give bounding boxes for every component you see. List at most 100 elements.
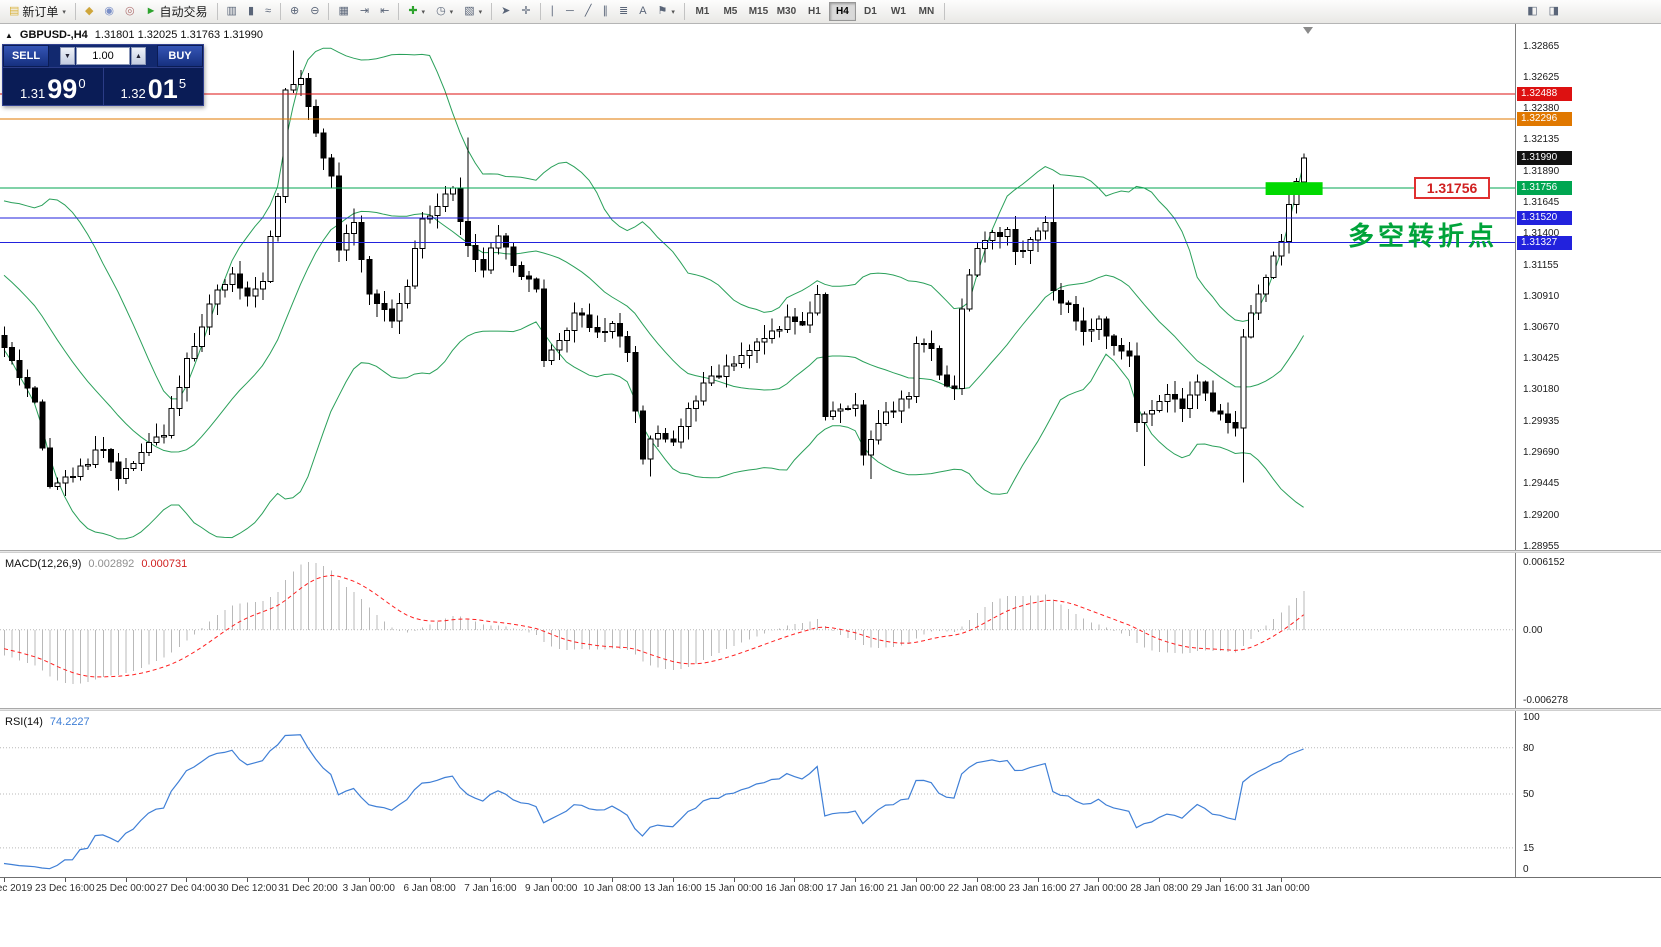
- volume-decrease-button[interactable]: ▼: [60, 47, 75, 65]
- bear-candle: [107, 448, 114, 463]
- chart-list-icon[interactable]: ◧: [1522, 2, 1542, 22]
- auto-scroll-icon-glyph: ⇥: [359, 5, 370, 17]
- zoom-out-icon[interactable]: ⊖: [305, 2, 324, 22]
- vertical-line-icon[interactable]: ∣: [545, 2, 561, 22]
- toolbar: ▤ 新订单 ▾ ◆ ◉ ◎ ► 自动交易 ▥ ▮ ≈ ⊕ ⊖ ▦ ⇥ ⇤ ✚ ▾ ◷ ▾ ▧ ▾ ➤ ✛ ∣ ─ ╱ ∥ ≣ A ⚑ ▾ M1 M…: [0, 0, 1661, 24]
- market-watch-icon-glyph: ◉: [104, 5, 115, 17]
- help-icon[interactable]: ◨: [1544, 2, 1564, 22]
- bear-candle: [1202, 381, 1209, 394]
- volume-input[interactable]: [76, 47, 130, 65]
- bull-candle: [867, 439, 874, 456]
- horizontal-level-lines[interactable]: [0, 93, 1515, 244]
- rsi-canvas[interactable]: [0, 711, 1515, 877]
- new-order-glyph: ▤: [9, 5, 20, 17]
- volume-increase-button[interactable]: ▲: [131, 47, 146, 65]
- sell-button[interactable]: SELL: [3, 45, 49, 67]
- trade-panel-collapse-icon[interactable]: ▲: [5, 30, 13, 40]
- crosshair-icon[interactable]: ✛: [516, 2, 535, 22]
- scale-tick: 1.30425: [1523, 353, 1560, 365]
- bear-candle: [313, 106, 320, 134]
- data-window-icon[interactable]: ◎: [120, 2, 140, 22]
- time-label: 29 Jan 16:00: [1191, 883, 1249, 894]
- bollinger-bands: [3, 47, 1305, 540]
- timeframe-m5[interactable]: M5: [717, 2, 744, 21]
- scale-tick: 1.30910: [1523, 291, 1560, 302]
- chart-shift-marker[interactable]: [1303, 27, 1313, 34]
- line-chart-icon[interactable]: ≈: [260, 2, 276, 22]
- bull-candle: [343, 233, 350, 251]
- profiles-icon-glyph: ◆: [84, 5, 94, 17]
- bull-candle: [442, 193, 449, 208]
- macd-scale[interactable]: 0.006152 0.00 -0.006278: [1515, 553, 1661, 708]
- status-strip: [0, 897, 1661, 947]
- bull-candle: [852, 404, 859, 410]
- bull-candle: [487, 247, 494, 271]
- timeframe-h1[interactable]: H1: [801, 2, 828, 21]
- horizontal-line-icon[interactable]: ─: [561, 2, 579, 22]
- panel-separator[interactable]: [0, 708, 1661, 711]
- time-tick: [794, 878, 796, 882]
- candle-chart-icon[interactable]: ▮: [243, 2, 259, 22]
- highlight-rectangle[interactable]: [1265, 182, 1323, 195]
- timeframe-d1[interactable]: D1: [857, 2, 884, 21]
- price-callout-label[interactable]: 1.31756: [1414, 177, 1490, 199]
- scale-tick: 1.31155: [1523, 259, 1559, 271]
- bull-candle: [495, 235, 502, 249]
- bull-candle: [206, 303, 213, 328]
- bull-candle: [974, 248, 981, 276]
- indicators-icon-glyph: ✚: [408, 5, 418, 17]
- timeframe-m15[interactable]: M15: [745, 2, 772, 21]
- bear-candle: [525, 275, 532, 280]
- shapes-icon[interactable]: ⚑ ▾: [653, 2, 680, 22]
- buy-button[interactable]: BUY: [157, 45, 203, 67]
- chart-shift-icon[interactable]: ⇤: [375, 2, 394, 22]
- periods-icon[interactable]: ◷ ▾: [431, 2, 458, 22]
- timeframe-h4[interactable]: H4: [828, 2, 856, 21]
- fibonacci-icon[interactable]: ≣: [614, 2, 633, 22]
- bull-candle: [1035, 230, 1042, 241]
- new-order-button[interactable]: ▤ 新订单 ▾: [4, 2, 71, 22]
- scale-tick: 1.32625: [1523, 71, 1560, 83]
- bull-candle: [176, 387, 183, 409]
- market-watch-icon[interactable]: ◉: [99, 2, 119, 22]
- tile-windows-icon[interactable]: ▦: [333, 2, 353, 22]
- bull-candle: [396, 303, 403, 322]
- autotrading-button[interactable]: ► 自动交易: [141, 2, 213, 22]
- timeframe-w1[interactable]: W1: [885, 2, 912, 21]
- new-order-button-caret-icon: ▾: [62, 8, 66, 16]
- price-badge: 1.31990: [1517, 150, 1572, 165]
- templates-icon[interactable]: ▧ ▾: [459, 2, 487, 22]
- text-icon[interactable]: A: [634, 2, 651, 22]
- timeframe-m30[interactable]: M30: [773, 2, 800, 21]
- timeframe-mn[interactable]: MN: [913, 2, 940, 21]
- macd-canvas[interactable]: [0, 553, 1515, 708]
- panel-separator[interactable]: [0, 550, 1661, 553]
- bear-candle: [39, 401, 46, 449]
- trendline-icon[interactable]: ╱: [580, 2, 597, 22]
- bull-candle: [1042, 221, 1049, 232]
- time-label: 10 Jan 08:00: [583, 883, 641, 894]
- main-chart-canvas[interactable]: [0, 24, 1515, 550]
- auto-scroll-icon[interactable]: ⇥: [355, 2, 374, 22]
- chart-text-annotation[interactable]: 多空转折点: [1348, 221, 1499, 251]
- channel-icon[interactable]: ∥: [597, 2, 613, 22]
- bollinger-upper-band: [3, 47, 1305, 400]
- bull-candle: [290, 83, 297, 91]
- bull-candle: [685, 408, 692, 428]
- bull-candle: [875, 422, 882, 441]
- zoom-in-icon-glyph: ⊕: [290, 5, 300, 17]
- price-scale[interactable]: 1.32865 1.32625 1.32380 1.32135 1.31890 1.316…: [1515, 24, 1661, 552]
- cursor-icon[interactable]: ➤: [496, 2, 515, 22]
- bull-candle: [921, 342, 928, 345]
- buy-price-display[interactable]: 1.32 01 5: [104, 68, 204, 105]
- rsi-scale[interactable]: 100 80 50 15 0: [1515, 711, 1661, 877]
- indicators-icon[interactable]: ✚ ▾: [403, 2, 430, 22]
- bear-candle: [1133, 355, 1140, 424]
- bar-chart-icon[interactable]: ▥: [222, 2, 242, 22]
- timeframe-m1[interactable]: M1: [689, 2, 716, 21]
- profiles-icon[interactable]: ◆: [80, 2, 98, 22]
- bear-candle: [1126, 350, 1133, 357]
- zoom-in-icon[interactable]: ⊕: [285, 2, 304, 22]
- sell-price-display[interactable]: 1.31 99 0: [3, 68, 104, 105]
